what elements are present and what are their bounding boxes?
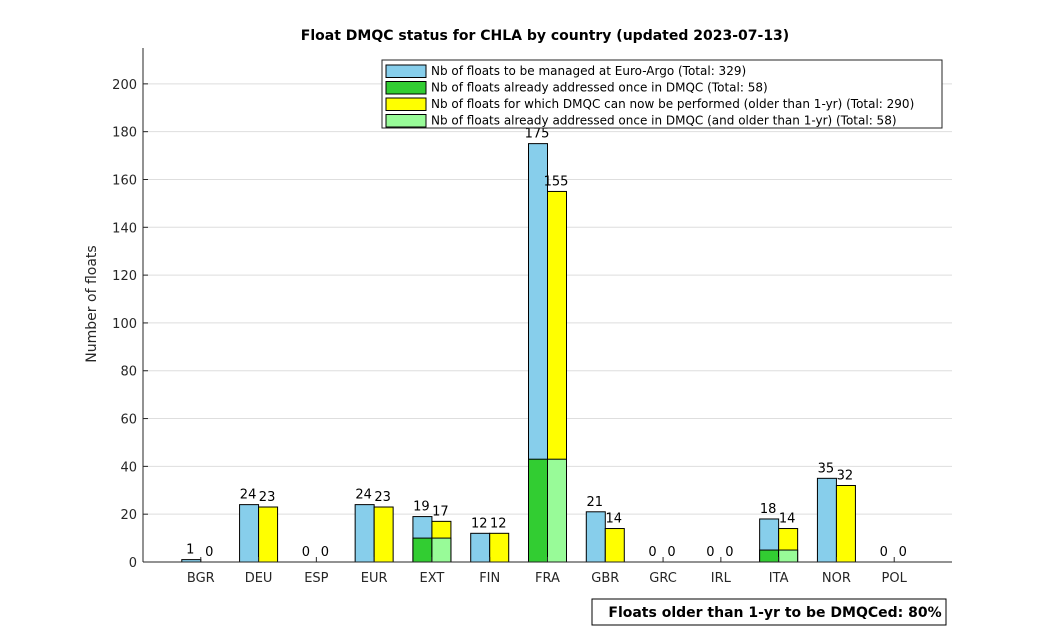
bar-label-older: 0 (899, 545, 907, 560)
bar-label-older: 17 (432, 504, 449, 519)
bar-label-managed: 0 (706, 545, 714, 560)
bar-label-older: 155 (544, 174, 569, 189)
x-tick-label: EXT (420, 571, 445, 586)
y-tick-label: 180 (112, 126, 137, 141)
bar-label-older: 0 (321, 545, 329, 560)
bar-label-managed: 1 (186, 543, 194, 558)
bar-label-older: 12 (490, 516, 507, 531)
x-tick-label: ESP (304, 571, 328, 586)
bar-label-managed: 0 (880, 545, 888, 560)
y-tick-label: 80 (120, 365, 137, 380)
bar-label-managed: 19 (413, 500, 430, 515)
legend-entry: Nb of floats already addressed once in D… (431, 81, 768, 95)
bar-managed (585, 511, 606, 563)
bar-label-managed: 175 (525, 127, 550, 142)
y-tick-label: 60 (120, 413, 137, 428)
bar-managed (816, 477, 837, 563)
bars (181, 143, 856, 563)
bar-addressed (759, 549, 780, 563)
bar-managed (470, 532, 491, 563)
x-tick-label: BGR (187, 571, 215, 586)
bar-addressed (412, 537, 433, 563)
bar-label-managed: 24 (240, 488, 257, 503)
bar-older-than-1yr (835, 484, 856, 563)
x-tick-label: DEU (245, 571, 273, 586)
bar-managed (239, 504, 260, 563)
bar-label-older: 23 (374, 490, 391, 505)
y-tick-label: 140 (112, 221, 137, 236)
x-tick-label: POL (882, 571, 908, 586)
bar-label-managed: 12 (471, 516, 488, 531)
legend-swatch (385, 64, 427, 78)
summary-box: Floats older than 1-yr to be DMQCed: 80% (591, 598, 947, 626)
axes (142, 48, 952, 563)
bar-older-than-1yr (489, 532, 510, 563)
bar-addressed-older (547, 458, 567, 563)
legend: Nb of floats to be managed at Euro-Argo … (381, 59, 943, 129)
legend-swatch (385, 114, 427, 128)
bar-label-managed: 0 (648, 545, 656, 560)
legend-entry: Nb of floats for which DMQC can now be p… (431, 97, 914, 111)
legend-entry: Nb of floats to be managed at Euro-Argo … (431, 64, 746, 78)
x-tick-label: IRL (711, 571, 732, 586)
x-tick-label: GRC (649, 571, 677, 586)
y-tick-label: 100 (112, 317, 137, 332)
y-tick-label: 0 (129, 556, 137, 571)
x-tick-label: FRA (535, 571, 560, 586)
bar-label-managed: 18 (760, 502, 777, 517)
bar-label-managed: 21 (587, 495, 604, 510)
bar-label-older: 23 (259, 490, 276, 505)
bar-label-managed: 0 (302, 545, 310, 560)
x-tick-label: NOR (822, 571, 851, 586)
bar-label-older: 32 (837, 468, 854, 483)
bar-older-than-1yr (258, 506, 279, 563)
bar-label-managed: 24 (355, 488, 372, 503)
bar-addressed-older (778, 549, 799, 563)
y-tick-label: 120 (112, 269, 137, 284)
x-tick-label: GBR (591, 571, 619, 586)
x-tick-label: ITA (769, 571, 789, 586)
legend-swatch (385, 97, 427, 111)
summary-text: Floats older than 1-yr to be DMQCed: 80% (608, 605, 941, 621)
bar-label-managed: 35 (818, 461, 835, 476)
bar-addressed-older (431, 537, 452, 563)
bar-older-than-1yr (604, 528, 625, 563)
bar-label-older: 0 (205, 545, 213, 560)
y-tick-label: 20 (120, 508, 137, 523)
bar-addressed (528, 458, 548, 563)
bar-label-older: 0 (667, 545, 675, 560)
bar-label-older: 14 (779, 512, 796, 527)
legend-swatch (385, 81, 427, 95)
y-tick-label: 160 (112, 173, 137, 188)
chart-title: Float DMQC status for CHLA by country (u… (301, 28, 789, 44)
bar-managed (354, 504, 375, 563)
x-tick-label: EUR (361, 571, 388, 586)
legend-entry: Nb of floats already addressed once in D… (431, 114, 897, 128)
bar-label-older: 14 (606, 512, 623, 527)
y-tick-label: 200 (112, 78, 137, 93)
y-tick-label: 40 (120, 460, 137, 475)
legend-box (381, 59, 943, 129)
bar-older-than-1yr (373, 506, 394, 563)
y-axis-label: Number of floats (84, 245, 100, 362)
x-tick-label: FIN (479, 571, 500, 586)
bar-label-older: 0 (725, 545, 733, 560)
